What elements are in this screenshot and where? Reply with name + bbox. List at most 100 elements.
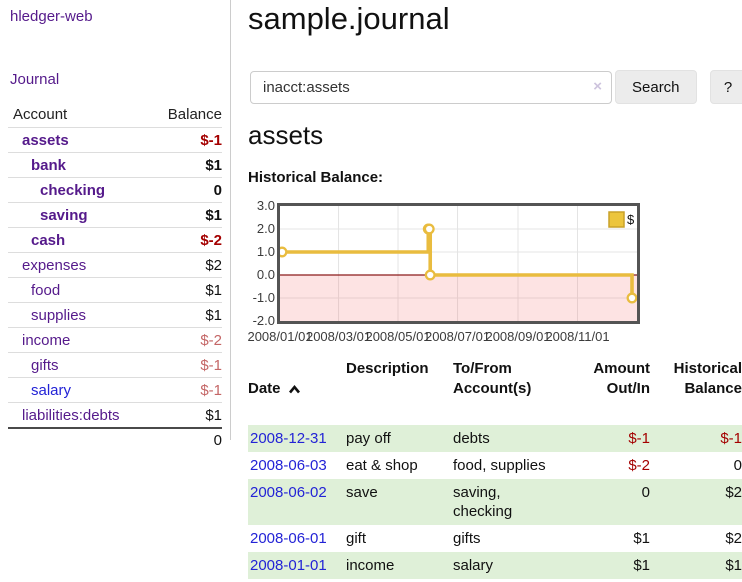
account-balance: $-2 bbox=[200, 232, 222, 249]
y-axis-tick-label: 3.0 bbox=[256, 198, 275, 213]
svg-text:$: $ bbox=[627, 212, 635, 227]
y-axis-tick-label: 1.0 bbox=[256, 244, 275, 259]
account-link[interactable]: liabilities:debts bbox=[22, 407, 120, 424]
account-balance: $-2 bbox=[200, 332, 222, 349]
description-cell: gift bbox=[346, 530, 367, 547]
page-title: sample.journal bbox=[248, 1, 450, 36]
sort-ascending-icon bbox=[288, 384, 300, 393]
search-button[interactable]: Search bbox=[615, 70, 697, 104]
transaction-date-link[interactable]: 2008-06-02 bbox=[250, 484, 327, 501]
accounts-cell: food, supplies bbox=[453, 457, 546, 474]
account-heading: assets bbox=[248, 120, 324, 150]
x-axis-tick-label: 2008/07/01 bbox=[424, 329, 491, 344]
account-column-header: Account bbox=[13, 106, 68, 123]
amount-cell: $-1 bbox=[628, 430, 650, 447]
x-axis-tick-label: 2008/09/01 bbox=[485, 329, 551, 344]
clear-search-icon[interactable]: × bbox=[593, 77, 602, 95]
account-row: liabilities:debts $1 bbox=[8, 402, 222, 427]
account-balance: 0 bbox=[213, 182, 222, 199]
x-axis-tick-label: 2008/03/01 bbox=[305, 329, 372, 344]
account-row: income $-2 bbox=[8, 327, 222, 352]
account-balance: $1 bbox=[205, 307, 222, 324]
amount-column-header: Amount Out/In bbox=[593, 360, 650, 397]
brand-link[interactable]: hledger-web bbox=[10, 8, 93, 25]
transaction-date-link[interactable]: 2008-06-01 bbox=[250, 530, 327, 547]
amount-cell: $-2 bbox=[628, 457, 650, 474]
y-axis-tick-label: -1.0 bbox=[252, 290, 275, 305]
chart-svg: $ bbox=[280, 206, 637, 321]
account-link[interactable]: checking bbox=[40, 182, 106, 199]
balance-cell: 0 bbox=[733, 457, 742, 474]
account-row: cash $-2 bbox=[8, 227, 222, 252]
transaction-row: 2008-12-31 pay off debts $-1 $-1 bbox=[248, 425, 742, 452]
accounts-cell: saving, checking bbox=[453, 484, 513, 520]
balance-cell: $1 bbox=[725, 557, 742, 574]
account-row: supplies $1 bbox=[8, 302, 222, 327]
account-link[interactable]: income bbox=[22, 332, 71, 349]
account-balance: $-1 bbox=[200, 132, 222, 149]
date-cell: 2008-06-01 bbox=[248, 525, 346, 552]
account-link[interactable]: supplies bbox=[31, 307, 87, 324]
chart-plot-area: $ bbox=[277, 203, 640, 324]
balance-cell: $-1 bbox=[720, 430, 742, 447]
account-row: bank $1 bbox=[8, 152, 222, 177]
description-cell: pay off bbox=[346, 430, 391, 447]
account-row: expenses $2 bbox=[8, 252, 222, 277]
account-link[interactable]: salary bbox=[31, 382, 72, 399]
account-link[interactable]: saving bbox=[40, 207, 88, 224]
accounts-cell: gifts bbox=[453, 530, 481, 547]
search-input[interactable] bbox=[250, 70, 612, 104]
transaction-row: 2008-06-03 eat & shop food, supplies $-2 0 bbox=[248, 452, 742, 479]
balance-cell: $2 bbox=[725, 530, 742, 547]
account-row: assets $-1 bbox=[8, 127, 222, 152]
sidebar-item-journal[interactable]: Journal bbox=[10, 71, 60, 88]
transactions-table: Date Description To/From Account(s) Amou… bbox=[248, 356, 742, 579]
account-balance: $-1 bbox=[200, 357, 222, 374]
account-link[interactable]: assets bbox=[22, 132, 69, 149]
account-balance: $-1 bbox=[200, 382, 222, 399]
x-axis-tick-label: 2008/11/01 bbox=[545, 329, 610, 344]
date-cell: 2008-12-31 bbox=[248, 425, 346, 452]
historical-balance-chart: $ 3.0 2.0 1.0 0.0 -1.0 -2.0 2008/01/01 2008/03/… bbox=[247, 199, 648, 345]
account-link[interactable]: expenses bbox=[22, 257, 87, 274]
accounts-column-header: To/From Account(s) bbox=[453, 360, 532, 397]
transaction-row: 2008-06-02 save saving, checking 0 $2 bbox=[248, 479, 742, 525]
account-row: checking 0 bbox=[8, 177, 222, 202]
y-axis-tick-label: 0.0 bbox=[256, 267, 275, 282]
help-button[interactable]: ? bbox=[709, 70, 742, 104]
account-balance: $2 bbox=[205, 257, 222, 274]
accounts-table-header: Account Balance bbox=[8, 103, 222, 127]
amount-cell: $1 bbox=[633, 530, 650, 547]
date-cell: 2008-01-01 bbox=[248, 552, 346, 579]
accounts-total-value: 0 bbox=[213, 432, 222, 449]
description-cell: save bbox=[346, 484, 378, 501]
date-cell: 2008-06-03 bbox=[248, 452, 346, 479]
account-balance: $1 bbox=[205, 157, 222, 174]
account-balance: $1 bbox=[205, 282, 222, 299]
balance-column-header: Balance bbox=[167, 106, 222, 123]
search-input-wrap: × bbox=[250, 70, 612, 104]
account-link[interactable]: cash bbox=[31, 232, 66, 249]
transaction-row: 2008-01-01 income salary $1 $1 bbox=[248, 552, 742, 579]
account-row: food $1 bbox=[8, 277, 222, 302]
transaction-date-link[interactable]: 2008-01-01 bbox=[250, 557, 327, 574]
date-cell: 2008-06-02 bbox=[248, 479, 346, 525]
balance-cell: $2 bbox=[725, 484, 742, 501]
x-axis-tick-label: 2008/05/01 bbox=[365, 329, 431, 344]
description-cell: eat & shop bbox=[346, 457, 418, 474]
sidebar: hledger-web Journal Account Balance asse… bbox=[0, 0, 231, 449]
y-axis-tick-label: 2.0 bbox=[256, 221, 275, 236]
account-link[interactable]: gifts bbox=[31, 357, 59, 374]
amount-cell: $1 bbox=[633, 557, 650, 574]
account-rows: assets $-1 bank $1 checking 0 saving $1 cash $-2 e… bbox=[8, 127, 222, 427]
account-link[interactable]: food bbox=[31, 282, 61, 299]
date-column-header[interactable]: Date bbox=[248, 356, 346, 425]
transaction-date-link[interactable]: 2008-06-03 bbox=[250, 457, 327, 474]
transaction-row: 2008-06-01 gift gifts $1 $2 bbox=[248, 525, 742, 552]
amount-cell: 0 bbox=[641, 484, 650, 501]
x-axis-tick-label: 2008/01/01 bbox=[247, 329, 313, 344]
transaction-date-link[interactable]: 2008-12-31 bbox=[250, 430, 327, 447]
search-bar: × Search ? bbox=[250, 70, 742, 104]
account-link[interactable]: bank bbox=[31, 157, 67, 174]
accounts-table: Account Balance assets $-1 bank $1 checking 0… bbox=[8, 103, 222, 452]
